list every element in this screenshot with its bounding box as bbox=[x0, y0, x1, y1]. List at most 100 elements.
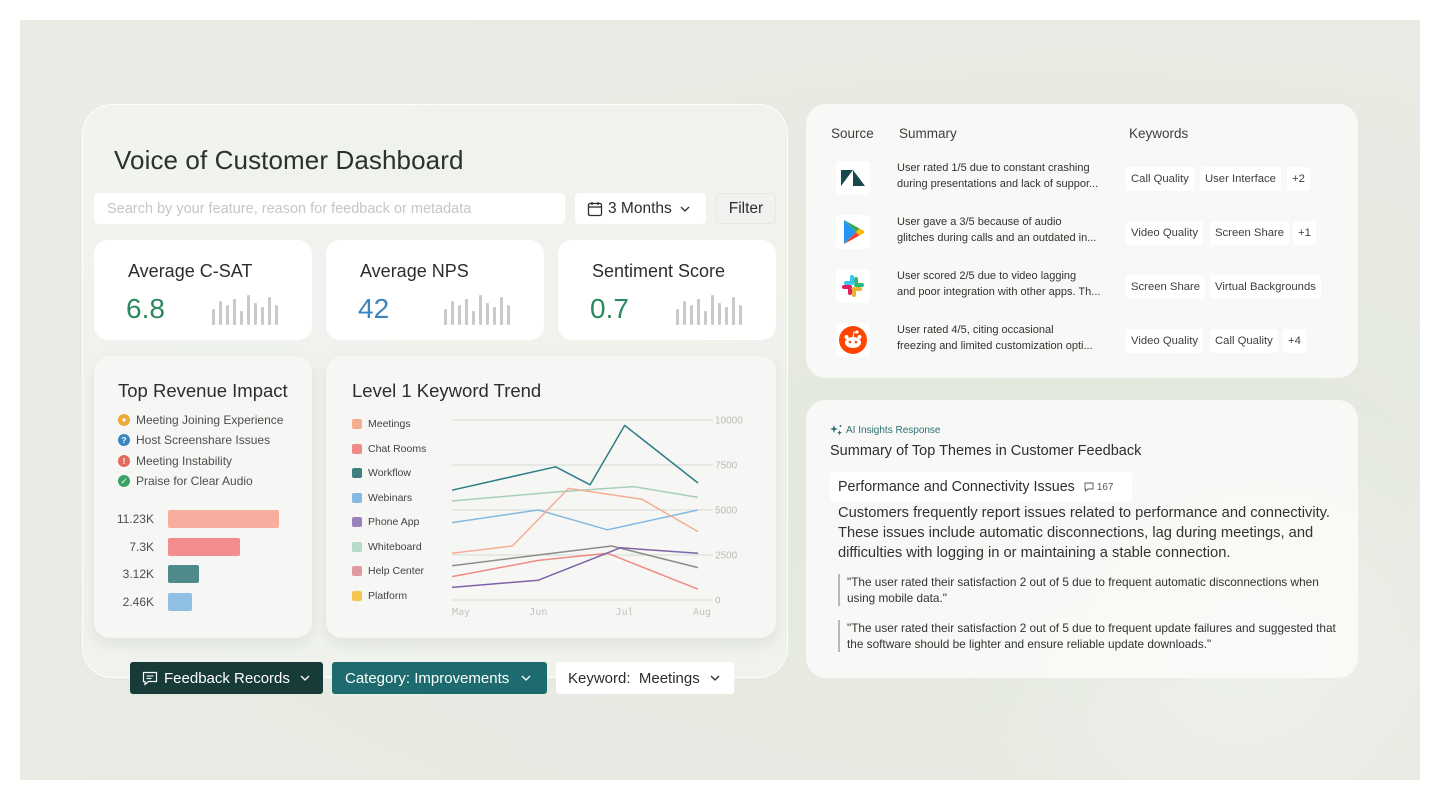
kpi-sparkbars bbox=[212, 293, 284, 325]
pill-label: Feedback Records bbox=[164, 669, 290, 687]
keyword-trend-card: Level 1 Keyword Trend Meetings Chat Room… bbox=[326, 356, 776, 638]
theme-count: 167 bbox=[1084, 482, 1114, 493]
summary-line: User scored 2/5 due to video lagging bbox=[897, 270, 1077, 282]
keyword-more-tag[interactable]: +2 bbox=[1287, 167, 1310, 191]
x-tick-label: Aug bbox=[693, 607, 711, 618]
kpi-card-sentiment: Sentiment Score 0.7 bbox=[558, 240, 776, 340]
sparkle-icon bbox=[830, 425, 843, 436]
keyword-more-tag[interactable]: +1 bbox=[1293, 221, 1316, 245]
date-range-dropdown[interactable]: 3 Months bbox=[575, 193, 706, 224]
summary-cell[interactable]: User gave a 3/5 because of audio glitches… bbox=[897, 214, 1112, 246]
insight-quote: "The user rated their satisfaction 2 out… bbox=[838, 620, 1338, 652]
legend-label: Host Screenshare Issues bbox=[136, 433, 271, 447]
feedback-records-dropdown[interactable]: Feedback Records bbox=[130, 662, 323, 694]
keyword-dropdown[interactable]: Keyword: Meetings bbox=[556, 662, 734, 694]
keyword-tag[interactable]: User Interface bbox=[1200, 167, 1281, 191]
series-line-workflow bbox=[451, 424, 699, 491]
x-tick-label: Jul bbox=[616, 607, 634, 618]
page-title: Voice of Customer Dashboard bbox=[114, 145, 464, 175]
legend-label: Meetings bbox=[368, 418, 411, 430]
summary-line: glitches during calls and an outdated in… bbox=[897, 232, 1097, 244]
column-header-summary: Summary bbox=[899, 126, 957, 141]
y-tick-label: 7500 bbox=[715, 461, 738, 472]
slack-icon bbox=[836, 269, 870, 303]
revenue-bar-row: 3.12K bbox=[116, 565, 199, 583]
y-tick-label: 2500 bbox=[715, 551, 738, 562]
zendesk-icon bbox=[836, 161, 870, 195]
keyword-tag[interactable]: Screen Share bbox=[1126, 275, 1206, 299]
calendar-icon bbox=[587, 201, 603, 216]
kpi-value: 6.8 bbox=[126, 293, 165, 324]
legend-label: Platform bbox=[368, 590, 408, 602]
legend-label: Phone App bbox=[368, 516, 420, 528]
legend-label: Help Center bbox=[368, 565, 425, 577]
revenue-bar-row: 2.46K bbox=[116, 593, 193, 611]
legend-item: Phone App bbox=[352, 516, 419, 528]
category-dropdown[interactable]: Category: Improvements bbox=[332, 662, 547, 694]
theme-count-value: 167 bbox=[1096, 481, 1114, 493]
pill-label: Keyword: Meetings bbox=[568, 669, 700, 687]
card-title: Top Revenue Impact bbox=[118, 380, 288, 401]
legend-item: Help Center bbox=[352, 565, 424, 577]
ai-insights-label: AI Insights Response bbox=[830, 424, 941, 437]
chevron-down-icon bbox=[521, 675, 531, 681]
legend-label: Meeting Joining Experience bbox=[136, 413, 284, 427]
bar-value-label: 3.12K bbox=[122, 567, 154, 581]
series-line-phone-app bbox=[451, 547, 699, 589]
column-header-keywords: Keywords bbox=[1129, 126, 1189, 141]
check-icon: ✓ bbox=[118, 475, 130, 487]
chevron-down-icon bbox=[300, 675, 310, 681]
revenue-bar bbox=[168, 538, 241, 556]
chevron-down-icon bbox=[710, 675, 720, 681]
search-input[interactable] bbox=[94, 193, 565, 224]
series-line-help-center bbox=[451, 545, 699, 569]
keyword-tag[interactable]: Call Quality bbox=[1126, 167, 1194, 191]
kpi-card-nps: Average NPS 42 bbox=[326, 240, 544, 340]
bar-value-label: 7.3K bbox=[129, 540, 154, 554]
legend-label: Chat Rooms bbox=[368, 443, 427, 455]
summary-cell[interactable]: User scored 2/5 due to video lagging and … bbox=[897, 268, 1112, 300]
ai-insights-panel bbox=[806, 400, 1358, 678]
reddit-icon bbox=[836, 323, 870, 357]
kpi-card-csat: Average C-SAT 6.8 bbox=[94, 240, 312, 340]
kpi-sparkbars bbox=[676, 293, 748, 325]
revenue-bar-row: 11.23K bbox=[116, 510, 279, 528]
column-header-source: Source bbox=[831, 126, 874, 141]
legend-item: ? Host Screenshare Issues bbox=[118, 433, 270, 447]
summary-cell[interactable]: User rated 1/5 due to constant crashing d… bbox=[897, 160, 1112, 192]
filter-button[interactable]: Filter bbox=[716, 193, 776, 224]
y-tick-label: 5000 bbox=[715, 506, 738, 517]
kpi-value: 42 bbox=[358, 293, 390, 324]
legend-item: ✦ Meeting Joining Experience bbox=[118, 413, 283, 427]
x-tick-label: May bbox=[452, 607, 470, 618]
summary-cell[interactable]: User rated 4/5, citing occasional freezin… bbox=[897, 322, 1112, 354]
y-tick-label: 10000 bbox=[715, 416, 743, 427]
insight-quote: "The user rated their satisfaction 2 out… bbox=[838, 574, 1338, 606]
series-line-whiteboard bbox=[451, 485, 699, 502]
legend-label: Praise for Clear Audio bbox=[136, 474, 253, 488]
revenue-bar bbox=[168, 510, 279, 528]
legend-item: Webinars bbox=[352, 492, 412, 504]
keyword-tag[interactable]: Call Quality bbox=[1210, 329, 1278, 353]
keyword-tag[interactable]: Video Quality bbox=[1126, 329, 1203, 353]
summary-line: and poor integration with other apps. Th… bbox=[897, 286, 1101, 298]
summary-line: during presentations and lack of suppor.… bbox=[897, 178, 1099, 190]
legend-label: Webinars bbox=[368, 492, 413, 504]
kpi-label: Average NPS bbox=[360, 261, 469, 281]
kpi-label: Average C-SAT bbox=[128, 261, 253, 281]
keyword-tag[interactable]: Video Quality bbox=[1126, 221, 1203, 245]
ai-label-text: AI Insights Response bbox=[846, 425, 941, 436]
series-line-meetings bbox=[451, 487, 699, 554]
kpi-value: 0.7 bbox=[590, 293, 629, 324]
x-tick-label: Jun bbox=[529, 607, 547, 618]
keyword-tag[interactable]: Screen Share bbox=[1210, 221, 1290, 245]
theme-chip[interactable]: Performance and Connectivity Issues 167 bbox=[830, 472, 1132, 502]
insights-body: Customers frequently report issues relat… bbox=[838, 505, 1330, 561]
insights-title: Summary of Top Themes in Customer Feedba… bbox=[830, 443, 1142, 459]
keyword-more-tag[interactable]: +4 bbox=[1283, 329, 1306, 353]
summary-line: freezing and limited customization opti.… bbox=[897, 340, 1093, 352]
keyword-tag[interactable]: Virtual Backgrounds bbox=[1210, 275, 1321, 299]
bar-value-label: 11.23K bbox=[116, 512, 154, 526]
pill-label: Category: Improvements bbox=[345, 669, 510, 687]
legend-label: Whiteboard bbox=[368, 541, 422, 553]
